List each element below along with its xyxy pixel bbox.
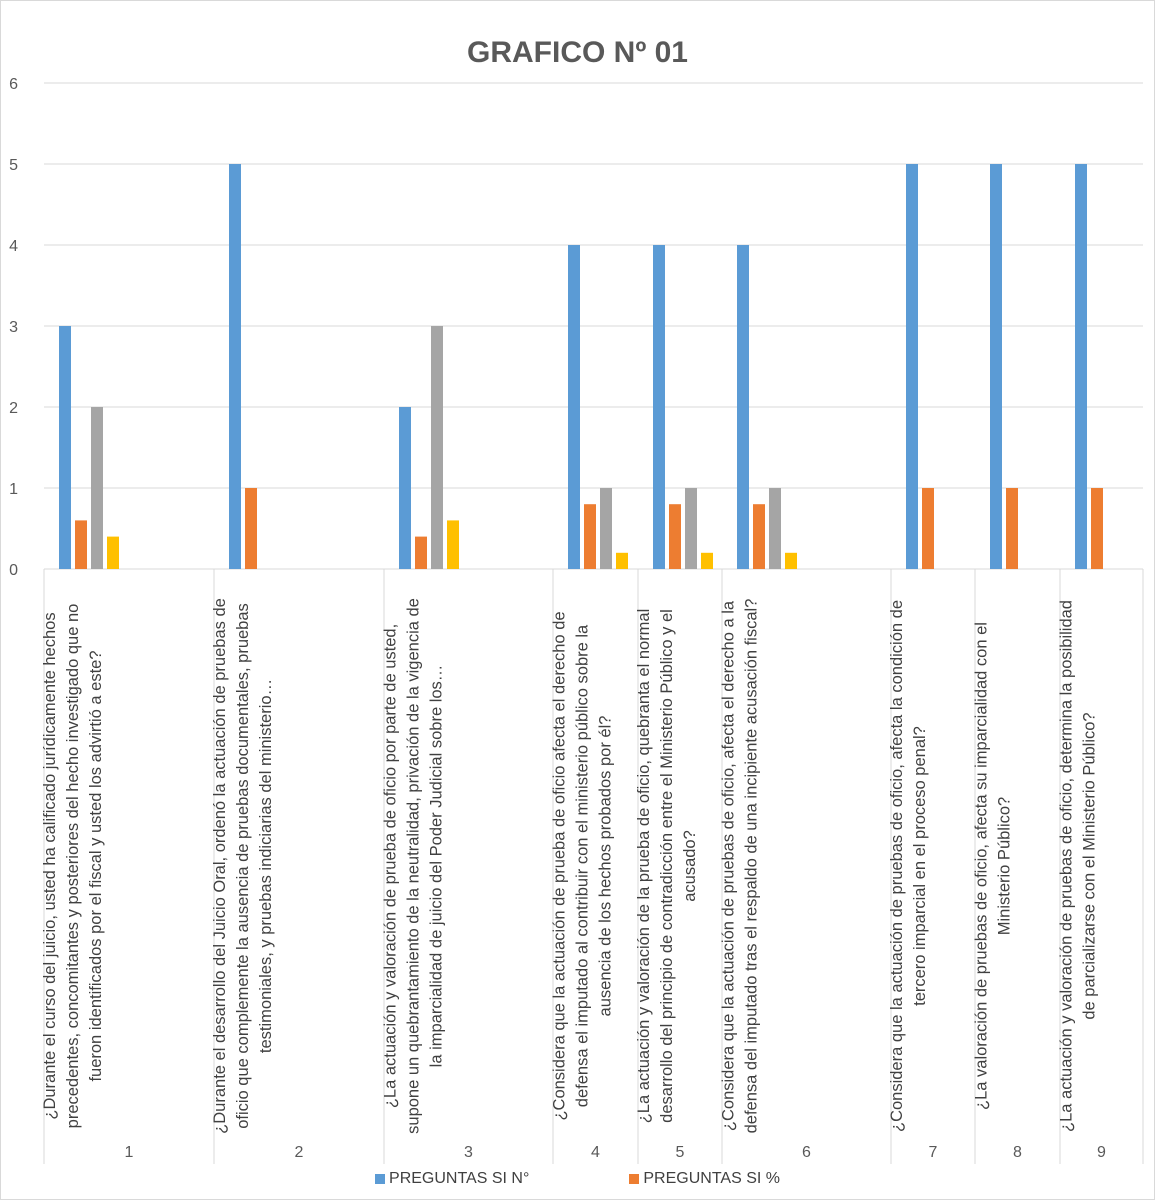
bar bbox=[701, 552, 713, 569]
category-question-text: ¿Considera que la actuación de pruebas d… bbox=[888, 600, 929, 1133]
y-tick-label: 2 bbox=[9, 400, 18, 417]
bar bbox=[653, 245, 665, 569]
bar bbox=[737, 245, 749, 569]
category-question-text: ¿La actuación y valoración de prueba de … bbox=[381, 598, 445, 1134]
bar bbox=[600, 488, 612, 569]
category-question-text: ¿Durante el curso del juicio, usted ha c… bbox=[41, 603, 105, 1129]
bar bbox=[107, 536, 119, 569]
category-question-label: ¿Durante el curso del juicio, usted ha c… bbox=[41, 603, 105, 1129]
category-question-text: ¿Considera que la actuación de prueba de… bbox=[550, 611, 614, 1121]
bar bbox=[245, 488, 257, 569]
bar bbox=[568, 245, 580, 569]
bar bbox=[1091, 488, 1103, 569]
bar bbox=[669, 504, 681, 569]
category-number-label: 8 bbox=[1013, 1144, 1022, 1161]
bar bbox=[1075, 164, 1087, 569]
category-number-label: 5 bbox=[676, 1144, 685, 1161]
y-tick-label: 4 bbox=[9, 238, 18, 255]
bar bbox=[75, 520, 87, 569]
legend: PREGUNTAS SI N° PREGUNTAS SI % bbox=[0, 1170, 1155, 1188]
category-number-label: 6 bbox=[802, 1144, 811, 1161]
category-question-label: ¿Considera que la actuación de pruebas d… bbox=[888, 600, 929, 1133]
y-tick-label: 1 bbox=[9, 481, 18, 498]
category-number-label: 3 bbox=[464, 1144, 473, 1161]
bar bbox=[447, 520, 459, 569]
category-question-label: ¿Considera que la actuación de prueba de… bbox=[550, 611, 614, 1121]
legend-swatch bbox=[629, 1174, 640, 1184]
legend-item: PREGUNTAS SI % bbox=[629, 1170, 780, 1188]
category-question-label: ¿Considera que la actuación de pruebas d… bbox=[719, 598, 760, 1134]
legend-swatch bbox=[375, 1174, 386, 1184]
bar bbox=[415, 536, 427, 569]
bar bbox=[990, 164, 1002, 569]
category-question-label: ¿La actuación y valoración de prueba de … bbox=[381, 598, 445, 1134]
bar bbox=[584, 504, 596, 569]
category-number-label: 7 bbox=[929, 1144, 938, 1161]
category-number-label: 1 bbox=[125, 1144, 134, 1161]
legend-item: PREGUNTAS SI N° bbox=[375, 1170, 529, 1188]
bar bbox=[922, 488, 934, 569]
bar bbox=[399, 407, 411, 569]
category-number-label: 2 bbox=[295, 1144, 304, 1161]
bar bbox=[753, 504, 765, 569]
category-question-label: ¿La actuación y valoración de la prueba … bbox=[635, 608, 699, 1124]
bar bbox=[1006, 488, 1018, 569]
bar bbox=[59, 326, 71, 569]
legend-label: PREGUNTAS SI N° bbox=[389, 1170, 530, 1187]
bar bbox=[769, 488, 781, 569]
category-question-text: ¿Durante el desarrollo del Juicio Oral, … bbox=[211, 598, 275, 1134]
y-tick-label: 5 bbox=[9, 157, 18, 174]
bar bbox=[616, 552, 628, 569]
category-number-label: 9 bbox=[1097, 1144, 1106, 1161]
y-tick-label: 6 bbox=[9, 76, 18, 93]
y-tick-label: 3 bbox=[9, 319, 18, 336]
category-question-label: ¿La valoración de pruebas de oficio, afe… bbox=[972, 622, 1013, 1110]
legend-label: PREGUNTAS SI % bbox=[643, 1170, 780, 1187]
category-question-text: ¿La actuación y valoración de la prueba … bbox=[635, 608, 699, 1124]
bar bbox=[431, 326, 443, 569]
bar bbox=[685, 488, 697, 569]
category-question-text: ¿La valoración de pruebas de oficio, afe… bbox=[972, 622, 1013, 1110]
bar bbox=[785, 552, 797, 569]
bar bbox=[906, 164, 918, 569]
bar bbox=[229, 164, 241, 569]
y-tick-label: 0 bbox=[9, 562, 18, 579]
category-question-text: ¿Considera que la actuación de pruebas d… bbox=[719, 598, 760, 1134]
category-question-text: ¿La actuación y valoración de pruebas de… bbox=[1057, 600, 1098, 1132]
category-question-label: ¿Durante el desarrollo del Juicio Oral, … bbox=[211, 598, 275, 1134]
chart-title: GRAFICO Nº 01 bbox=[467, 36, 688, 69]
category-number-label: 4 bbox=[591, 1144, 600, 1161]
bar bbox=[91, 407, 103, 569]
category-question-label: ¿La actuación y valoración de pruebas de… bbox=[1057, 600, 1098, 1132]
